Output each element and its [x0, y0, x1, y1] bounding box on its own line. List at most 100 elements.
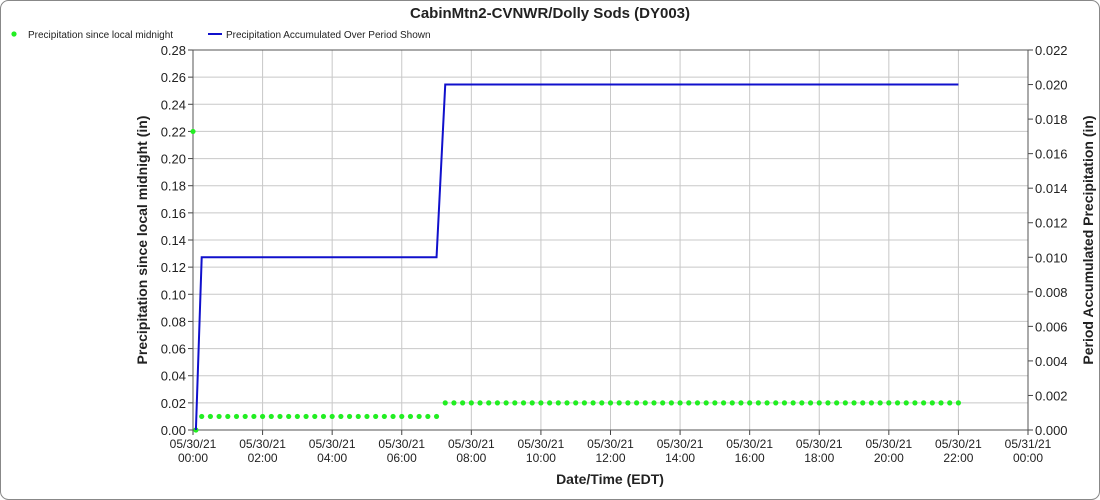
y-tick-label: 0.06: [161, 342, 186, 357]
y-tick-label: 0.02: [161, 396, 186, 411]
y-tick-label: 0.00: [161, 423, 186, 438]
dot: [416, 413, 422, 420]
dot: [573, 400, 579, 406]
dot: [599, 400, 605, 406]
dot: [451, 400, 457, 406]
dot: [790, 400, 796, 406]
dot: [738, 400, 744, 406]
dot: [512, 400, 518, 406]
dot: [329, 413, 335, 420]
y2-tick-label: 0.006: [1035, 319, 1068, 334]
y-tick-label: 0.10: [161, 287, 186, 302]
x-tick-label: 05/30/21 14:00: [657, 437, 704, 465]
x-tick-label: 05/30/21 04:00: [309, 437, 356, 465]
x-axis-title: Date/Time (EDT): [556, 471, 664, 487]
dot: [338, 413, 344, 420]
dot: [581, 400, 588, 406]
y2-tick-label: 0.004: [1035, 354, 1068, 369]
dot: [555, 400, 561, 406]
dot: [407, 413, 414, 420]
dot: [251, 413, 257, 420]
x-tick-label: 05/30/21 02:00: [239, 437, 286, 465]
y2-tick-label: 0.018: [1035, 112, 1068, 127]
dot: [729, 400, 735, 406]
dot: [442, 400, 448, 406]
y-tick-label: 0.12: [161, 260, 186, 275]
y-tick-label: 0.22: [161, 124, 186, 139]
x-tick-label: 05/30/21 20:00: [865, 437, 912, 465]
y-tick-label: 0.04: [161, 369, 186, 384]
dot: [564, 400, 570, 406]
dot: [207, 413, 213, 420]
dot: [277, 413, 283, 420]
y2-tick-label: 0.002: [1035, 388, 1068, 403]
dot: [193, 427, 199, 433]
legend-label: Precipitation since local midnight: [28, 30, 173, 41]
dot: [381, 413, 387, 420]
y-axis-title: Precipitation since local midnight (in): [134, 116, 150, 365]
y2-axis-title: Period Accumulated Precipitation (in): [1080, 115, 1096, 364]
dot: [694, 400, 701, 406]
dot: [816, 400, 822, 406]
dot: [503, 400, 509, 406]
dot: [460, 400, 466, 406]
dot: [616, 400, 622, 406]
dot: [320, 413, 327, 420]
dot: [547, 400, 553, 406]
dot: [651, 400, 657, 406]
x-tick-label: 05/30/21 08:00: [448, 437, 495, 465]
y-tick-label: 0.28: [161, 43, 186, 58]
dot: [886, 400, 892, 406]
dot: [468, 400, 474, 406]
dot: [851, 400, 857, 406]
x-tick-label: 05/30/21 12:00: [587, 437, 634, 465]
y2-tick-label: 0.008: [1035, 285, 1068, 300]
dot: [312, 413, 318, 420]
dot: [877, 400, 883, 406]
dot: [225, 413, 231, 420]
dot: [303, 413, 309, 420]
dot: [520, 400, 527, 406]
dot: [938, 400, 944, 406]
dot: [903, 400, 909, 406]
x-tick-label: 05/30/21 00:00: [170, 437, 217, 465]
dot: [625, 400, 631, 406]
y-tick-label: 0.18: [161, 179, 186, 194]
x-tick-label: 05/30/21 06:00: [378, 437, 425, 465]
legend-label: Precipitation Accumulated Over Period Sh…: [226, 30, 431, 41]
dot: [242, 413, 248, 420]
dot: [268, 413, 274, 420]
dot: [825, 400, 831, 406]
dot: [233, 413, 240, 420]
dot: [642, 400, 648, 406]
dot: [633, 400, 640, 406]
y-tick-label: 0.16: [161, 206, 186, 221]
dot: [842, 400, 848, 406]
dot: [912, 400, 918, 406]
dot: [860, 400, 866, 406]
dot: [364, 413, 370, 420]
dot: [529, 400, 535, 406]
dot: [216, 413, 222, 420]
line: [194, 83, 959, 431]
dot: [668, 400, 674, 406]
dot: [433, 413, 440, 420]
dot: [686, 400, 692, 406]
dot: [807, 400, 814, 406]
y-tick-label: 0.08: [161, 314, 186, 329]
dot: [781, 400, 788, 406]
dot: [494, 400, 501, 406]
y2-tick-label: 0.012: [1035, 216, 1068, 231]
y-tick-label: 0.24: [161, 97, 186, 112]
y2-tick-label: 0.016: [1035, 147, 1068, 162]
dot: [355, 413, 361, 420]
dot: [399, 413, 405, 420]
y-tick-label: 0.20: [161, 152, 186, 167]
dot: [712, 400, 718, 406]
dot: [720, 400, 727, 406]
dot: [286, 413, 292, 420]
dot: [538, 400, 544, 406]
x-tick-label: 05/30/21 10:00: [518, 437, 565, 465]
